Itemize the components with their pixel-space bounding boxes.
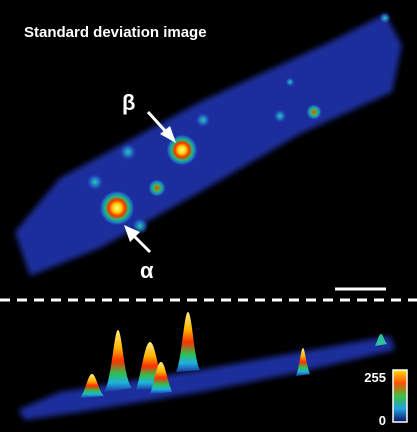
spot	[306, 104, 322, 120]
beta-label: β	[122, 90, 135, 115]
spot	[148, 179, 166, 197]
figure: Standard deviation image β α 255 0	[0, 0, 417, 432]
spot	[86, 173, 104, 191]
page: Standard deviation image β α 255 0 (() =…	[0, 0, 417, 432]
spot	[285, 77, 295, 87]
spot	[99, 190, 135, 226]
spot	[119, 143, 137, 161]
spot	[273, 109, 287, 123]
spot	[195, 112, 211, 128]
title: Standard deviation image	[24, 24, 207, 41]
spot	[379, 12, 391, 24]
colorbar	[393, 370, 407, 422]
alpha-label: α	[140, 258, 154, 283]
colorbar-max: 255	[364, 370, 386, 385]
colorbar-min: 0	[379, 413, 386, 428]
